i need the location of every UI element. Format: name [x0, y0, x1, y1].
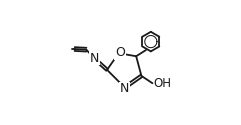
Text: N: N [120, 82, 129, 95]
Text: OH: OH [154, 77, 171, 90]
Text: O: O [115, 46, 125, 59]
Text: N: N [90, 52, 100, 65]
